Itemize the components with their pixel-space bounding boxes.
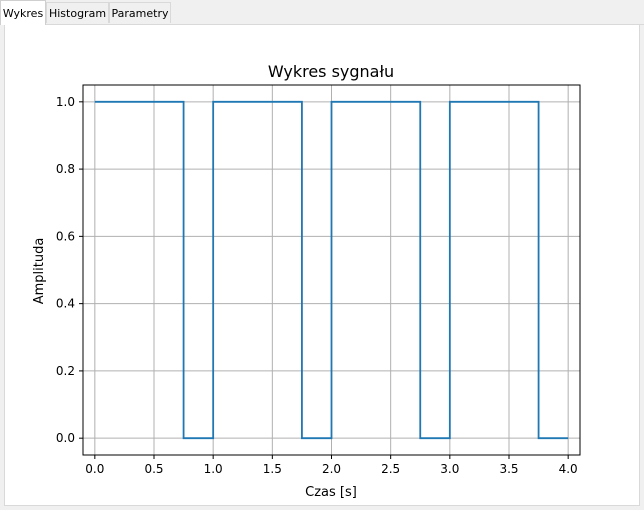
tab-parametry[interactable]: Parametry (109, 2, 171, 23)
chart-title: Wykres sygnału (268, 62, 394, 81)
x-tick-label: 2.0 (322, 462, 341, 476)
y-tick-label: 0.2 (56, 364, 75, 378)
x-tick-label: 0.0 (85, 462, 104, 476)
y-tick-label: 1.0 (56, 95, 75, 109)
x-tick-label: 0.5 (144, 462, 163, 476)
y-tick-label: 0.4 (56, 297, 75, 311)
x-tick-label: 3.5 (499, 462, 518, 476)
tab-histogram[interactable]: Histogram (46, 2, 109, 23)
ticks: 0.0 0.5 1.0 1.5 2.0 2.5 3.0 3.5 4.0 0.0 0.2 0.4 0.6 0… (56, 95, 578, 476)
tab-bar: Wykres Histogram Parametry (0, 0, 644, 25)
y-tick-label: 0.6 (56, 229, 75, 243)
x-tick-label: 1.5 (263, 462, 282, 476)
x-tick-label: 2.5 (381, 462, 400, 476)
x-axis-label: Czas [s] (305, 485, 357, 500)
signal-line (94, 100, 569, 440)
series-layer (94, 100, 569, 440)
y-tick-label: 0.8 (56, 162, 75, 176)
y-tick-label: 0.0 (56, 431, 75, 445)
x-tick-label: 4.0 (559, 462, 578, 476)
tab-panel (4, 24, 640, 506)
x-tick-label: 3.0 (440, 462, 459, 476)
y-axis-label: Amplituda (32, 238, 47, 305)
tab-wykres[interactable]: Wykres (0, 0, 46, 25)
x-tick-label: 1.0 (204, 462, 223, 476)
